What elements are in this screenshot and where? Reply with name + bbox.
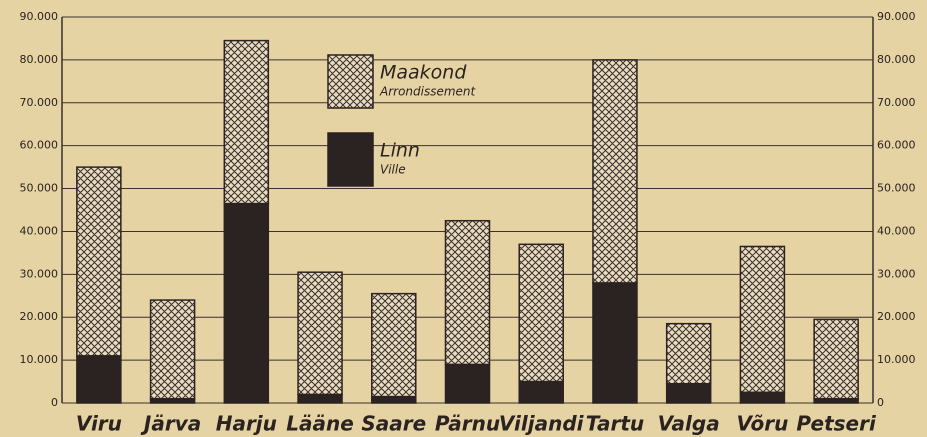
legend-label: Maakond bbox=[380, 62, 467, 84]
y2-tick-label: 80.000 bbox=[877, 53, 916, 66]
y2-tick-label: 60.000 bbox=[877, 139, 916, 152]
legend-label: Linn bbox=[380, 140, 420, 162]
x-tick-label: Viljandi bbox=[499, 412, 585, 436]
bar-segment bbox=[813, 318, 859, 400]
bar-segment bbox=[444, 363, 491, 404]
y2-tick-label: 70.000 bbox=[877, 96, 916, 109]
legend-swatch bbox=[327, 132, 374, 187]
legend-swatch bbox=[327, 54, 374, 109]
x-tick-label: Viru bbox=[76, 412, 122, 436]
y2-tick-label: 20.000 bbox=[877, 310, 916, 323]
x-tick-label: Tartu bbox=[586, 412, 644, 436]
bar-segment bbox=[518, 380, 564, 404]
bar-segment bbox=[444, 219, 491, 366]
bar-segment bbox=[592, 59, 638, 284]
y2-tick-label: 30.000 bbox=[877, 267, 916, 280]
y-tick-label: 0 bbox=[51, 396, 58, 409]
y-tick-label: 70.000 bbox=[20, 96, 59, 109]
bar-segment bbox=[223, 202, 270, 404]
bar-segment bbox=[297, 393, 343, 404]
bar-segment bbox=[739, 391, 786, 404]
y-tick-label: 10.000 bbox=[20, 353, 59, 366]
x-tick-label: Saare bbox=[361, 412, 426, 436]
bar-segment bbox=[297, 271, 343, 396]
y-tick-label: 60.000 bbox=[20, 139, 59, 152]
y2-tick-label: 10.000 bbox=[877, 353, 916, 366]
bar-segment bbox=[371, 395, 417, 404]
x-tick-label: Pärnu bbox=[435, 412, 500, 436]
x-tick-label: Valga bbox=[658, 412, 720, 436]
x-tick-label: Järva bbox=[140, 412, 201, 436]
bar-segment bbox=[592, 282, 638, 404]
y-tick-label: 90.000 bbox=[20, 10, 59, 23]
bar-segment bbox=[518, 243, 564, 383]
x-tick-label: Petseri bbox=[796, 412, 877, 436]
y2-tick-label: 0 bbox=[877, 396, 884, 409]
x-tick-label: Võru bbox=[736, 412, 788, 436]
y-tick-label: 50.000 bbox=[20, 182, 59, 195]
bar-segment bbox=[223, 39, 270, 205]
x-tick-label: Harju bbox=[216, 412, 277, 436]
bar-segment bbox=[371, 292, 417, 398]
x-tick-label: Lääne bbox=[286, 412, 354, 436]
y-tick-label: 20.000 bbox=[20, 310, 59, 323]
y2-tick-label: 40.000 bbox=[877, 224, 916, 237]
y-tick-label: 40.000 bbox=[20, 224, 59, 237]
bar-segment bbox=[76, 355, 122, 404]
y-tick-label: 30.000 bbox=[20, 267, 59, 280]
bar-segment bbox=[665, 382, 712, 404]
bar-segment bbox=[149, 299, 196, 400]
bar-segment bbox=[665, 322, 712, 385]
y2-tick-label: 50.000 bbox=[877, 182, 916, 195]
bar-segment bbox=[739, 245, 786, 394]
bar-segment bbox=[76, 166, 122, 357]
y2-tick-label: 90.000 bbox=[877, 10, 916, 23]
legend-sublabel: Ville bbox=[380, 163, 406, 177]
legend-sublabel: Arrondissement bbox=[379, 85, 477, 99]
y-tick-label: 80.000 bbox=[20, 53, 59, 66]
